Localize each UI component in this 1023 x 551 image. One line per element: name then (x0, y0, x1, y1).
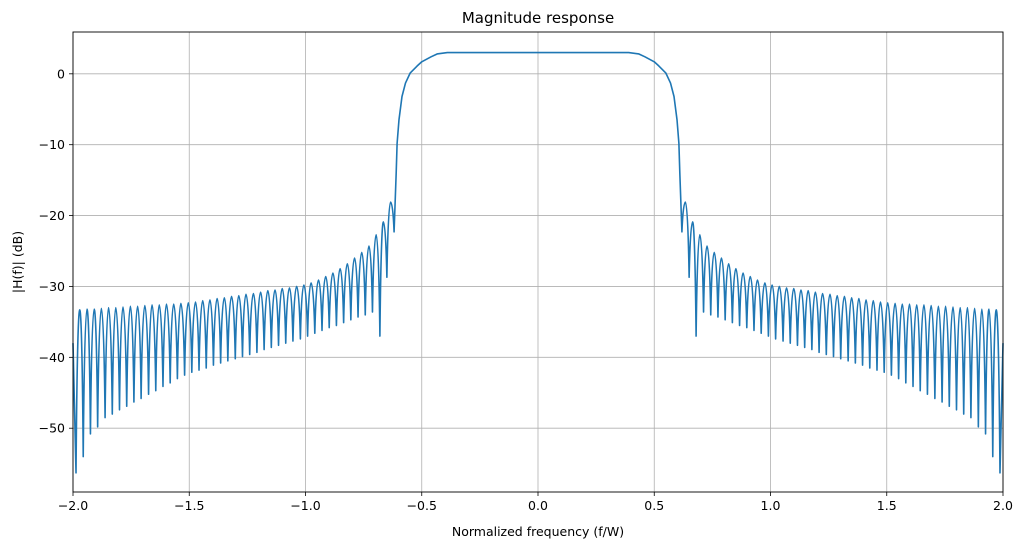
y-tick-label: −30 (39, 279, 65, 294)
grid (72, 32, 1004, 492)
x-tick-label: 1.0 (761, 498, 781, 513)
y-tick-label: −10 (39, 137, 65, 152)
x-tick-label: 0.0 (528, 498, 548, 513)
x-axis-label: Normalized frequency (f/W) (452, 524, 624, 539)
y-axis: 0 −10 −20 −30 −40 −50 (39, 66, 73, 436)
y-tick-label: −20 (39, 208, 65, 223)
y-axis-label: |H(f)| (dB) (10, 231, 25, 293)
x-tick-label: −0.5 (407, 498, 437, 513)
x-tick-label: −2.0 (58, 498, 88, 513)
x-axis: −2.0 −1.5 −1.0 −0.5 0.0 0.5 1.0 1.5 2.0 (58, 492, 1013, 513)
y-tick-label: −50 (39, 421, 65, 436)
x-tick-label: −1.5 (174, 498, 204, 513)
y-tick-label: −40 (39, 350, 65, 365)
y-tick-label: 0 (57, 66, 65, 81)
magnitude-response-line (72, 51, 1004, 474)
x-tick-label: −1.0 (290, 498, 320, 513)
x-tick-label: 1.5 (877, 498, 897, 513)
x-tick-label: 2.0 (993, 498, 1013, 513)
chart-title: Magnitude response (462, 9, 614, 27)
x-tick-label: 0.5 (644, 498, 664, 513)
